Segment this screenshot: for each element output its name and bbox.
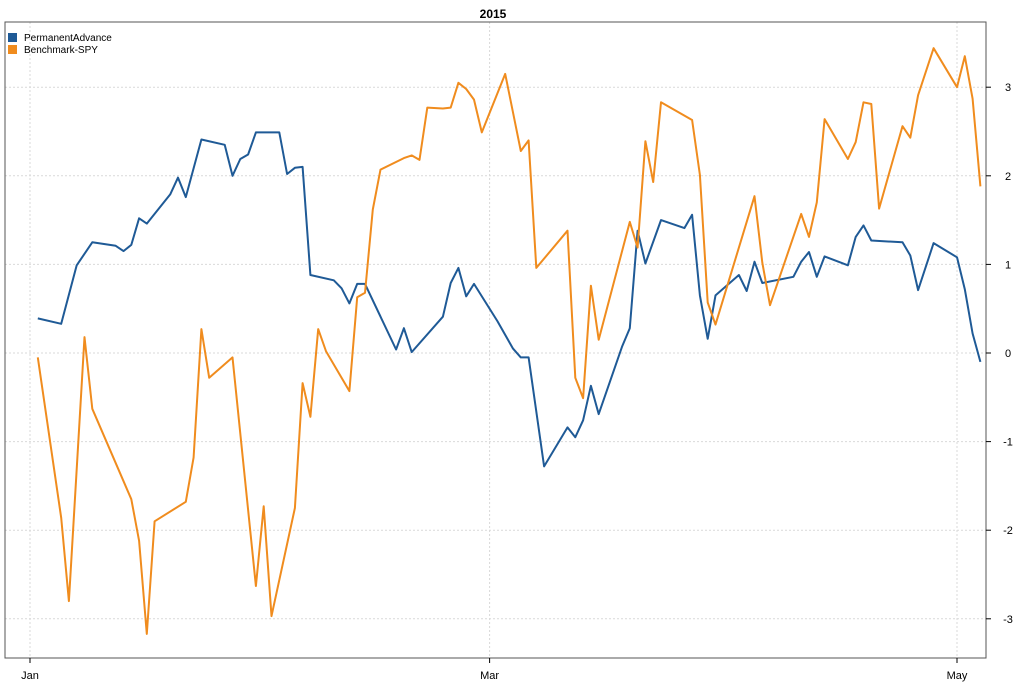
- y-tick-label: 1: [1005, 259, 1011, 271]
- y-axis: -3 -2 -1 0 1 2 3: [986, 82, 1013, 626]
- x-axis: Jan Mar May: [21, 658, 968, 682]
- series-line-permanentadvance: [37, 131, 982, 468]
- series-line-benchmark-spy: [36, 47, 982, 635]
- chart-title: 2015: [480, 7, 507, 21]
- series-layer: [36, 47, 982, 635]
- plot-frame: [4, 21, 987, 659]
- y-tick-label: -3: [1003, 614, 1013, 626]
- y-tick-label: 3: [1005, 82, 1011, 94]
- legend-swatch-permanentadvance: [8, 33, 17, 42]
- y-tick-label: 0: [1005, 348, 1011, 360]
- legend-label-benchmark-spy: Benchmark-SPY: [24, 45, 98, 56]
- x-tick-label: Mar: [480, 670, 499, 682]
- y-tick-label: -1: [1003, 437, 1013, 449]
- legend-swatch-benchmark-spy: [8, 45, 17, 54]
- legend-label-permanentadvance: PermanentAdvance: [24, 33, 112, 44]
- y-tick-label: 2: [1005, 171, 1011, 183]
- y-tick-label: -2: [1003, 525, 1013, 537]
- legend: PermanentAdvance Benchmark-SPY: [8, 33, 112, 56]
- x-tick-label: Jan: [21, 670, 39, 682]
- x-tick-label: May: [947, 670, 968, 682]
